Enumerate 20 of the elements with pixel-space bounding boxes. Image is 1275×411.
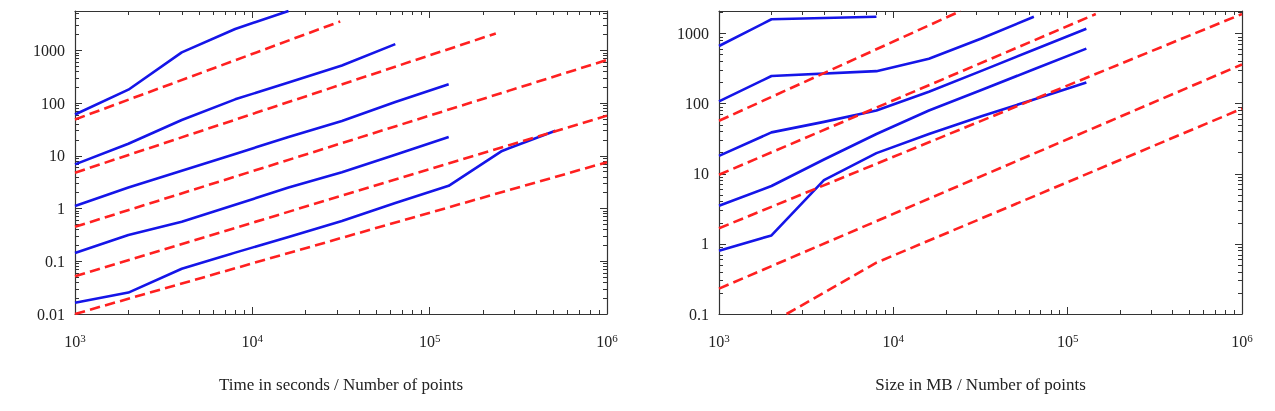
y-tick-label: 1: [57, 200, 65, 218]
line-series: [73, 9, 290, 116]
y-tick-label: 0.1: [689, 305, 709, 323]
y-tick-label: 100: [685, 95, 709, 113]
y-tick-label: 0.01: [37, 305, 65, 323]
line-series: [717, 47, 1088, 208]
x-axis-title: Size in MB / Number of points: [875, 375, 1086, 394]
y-tick-label: 10: [693, 165, 709, 183]
y-tick-label: 100: [41, 94, 65, 112]
x-axis-title: Time in seconds / Number of points: [219, 375, 463, 394]
line-series: [73, 82, 450, 208]
line-series: [73, 42, 397, 166]
y-tick-label: 1000: [33, 41, 65, 59]
y-tick-label: 1: [701, 235, 709, 253]
line-series: [717, 81, 1088, 252]
y-tick-label: 10: [49, 147, 65, 165]
y-tick-label: 1000: [677, 25, 709, 43]
y-tick-label: 0.1: [45, 252, 65, 270]
line-series: [73, 135, 450, 255]
line-series: [717, 27, 1088, 158]
